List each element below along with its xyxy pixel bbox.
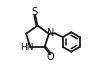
Text: S: S (32, 7, 38, 17)
Text: O: O (47, 52, 55, 62)
Text: HN: HN (20, 43, 34, 52)
Text: N: N (47, 28, 54, 38)
